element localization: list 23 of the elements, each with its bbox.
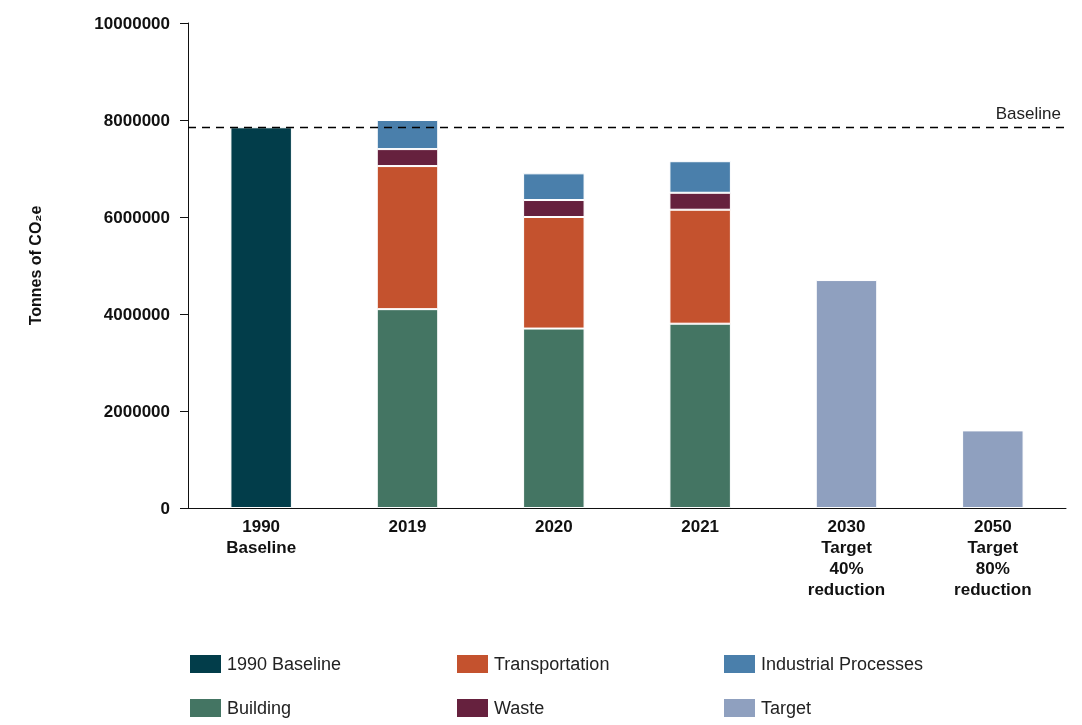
legend-label: Transportation bbox=[494, 654, 610, 674]
y-tick-label: 10000000 bbox=[94, 13, 170, 33]
bar bbox=[815, 280, 878, 508]
bar bbox=[962, 430, 1024, 508]
y-tick-label: 0 bbox=[160, 498, 170, 518]
x-tick-label: 2020 bbox=[534, 517, 573, 536]
y-tick-label: 8000000 bbox=[103, 110, 170, 130]
legend-label: Building bbox=[227, 698, 292, 718]
legend-label: Target bbox=[761, 698, 812, 718]
legend-label: Industrial Processes bbox=[761, 654, 924, 674]
ref-line-label: Baseline bbox=[995, 104, 1061, 124]
x-tick-label: 2019 bbox=[388, 517, 427, 536]
legend-label: 1990 Baseline bbox=[227, 654, 342, 674]
y-tick-label: 2000000 bbox=[103, 401, 170, 421]
y-tick-label: 4000000 bbox=[103, 304, 170, 324]
y-axis-title: Tonnes of CO₂e bbox=[26, 205, 44, 326]
legend-label: Waste bbox=[494, 698, 545, 718]
x-tick-label: 2030 Target 40% reduction bbox=[807, 517, 886, 599]
y-tick-label: 6000000 bbox=[103, 207, 170, 227]
x-tick-label: 2050 Target 80% reduction bbox=[954, 517, 1032, 599]
x-tick-label: 2021 bbox=[681, 517, 720, 536]
x-tick-label: 1990 Baseline bbox=[226, 517, 297, 557]
bar bbox=[230, 127, 292, 508]
